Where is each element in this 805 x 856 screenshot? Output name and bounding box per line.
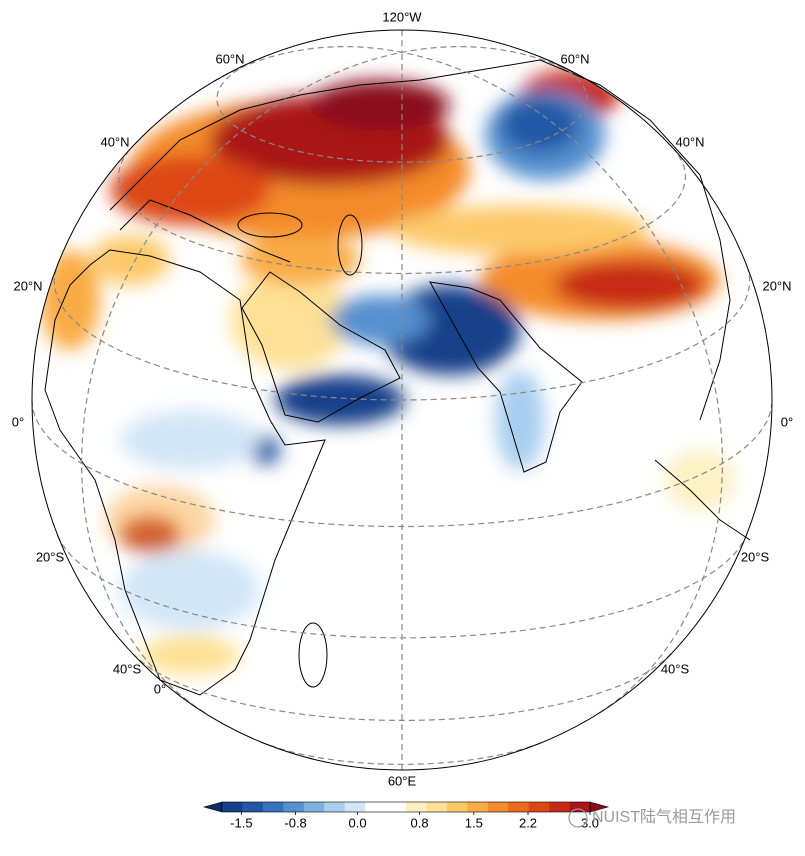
colorbar-swatch <box>303 802 325 812</box>
graticule-line <box>131 652 673 721</box>
colorbar-swatch <box>487 802 509 812</box>
colorbar-swatch <box>446 802 468 812</box>
colorbar-swatch <box>283 802 305 812</box>
graticule-label: 0° <box>154 681 166 696</box>
graticule-line <box>401 51 724 714</box>
colorbar-swatch <box>242 802 264 812</box>
colorbar-swatch <box>344 802 366 812</box>
graticule-label: 60°N <box>560 51 589 66</box>
colorbar: -1.5 -0.8 0.0 0.8 1.5 2.2 3.0 <box>202 801 610 830</box>
graticule-label: 40°S <box>113 661 142 676</box>
colorbar-swatch <box>467 802 489 812</box>
colorbar-extend <box>202 801 223 813</box>
graticule-line <box>401 45 591 83</box>
colorbar-swatch <box>528 802 550 812</box>
colorbar-swatch <box>222 802 243 812</box>
colorbar-tick-label: -1.5 <box>230 815 252 830</box>
graticule-label: 120°W <box>382 9 422 24</box>
graticule-label: 20°N <box>762 278 791 293</box>
field <box>40 70 735 675</box>
colorbar-swatch <box>324 802 346 812</box>
graticule-label: 20°N <box>13 278 42 293</box>
colorbar-tick-label: 0.8 <box>411 815 429 830</box>
graticule-labels: 120°W 60°N 60°N 40°N 40°N 20°N 20°N 0° 0° 20°S 20°… <box>12 9 793 788</box>
graticule-line <box>213 45 403 83</box>
graticule-label: 40°N <box>100 134 129 149</box>
colorbar-frame <box>221 801 591 813</box>
graticule-label: 40°N <box>675 134 704 149</box>
colorbar-swatch <box>549 802 570 812</box>
colorbar-tick-label: 0.0 <box>349 815 367 830</box>
watermark-icon <box>568 808 588 828</box>
colorbar-swatch <box>262 802 284 812</box>
graticule-label: 40°S <box>661 661 690 676</box>
colorbar-tick-label: 1.5 <box>465 815 483 830</box>
graticule-label: 20°S <box>36 549 65 564</box>
graticule-label: 60°E <box>388 773 417 788</box>
colorbar-swatch <box>406 802 427 812</box>
graticule-label: 0° <box>12 414 24 429</box>
colorbar-tick-label: -0.8 <box>284 815 306 830</box>
graticule-label: 0° <box>781 414 793 429</box>
graticule <box>31 30 773 770</box>
colorbar-tick-label: 3.0 <box>581 815 599 830</box>
colorbar-swatch <box>365 802 386 812</box>
graticule-label: 60°N <box>215 51 244 66</box>
graticule-line <box>31 399 773 528</box>
graticule-label: 20°S <box>741 549 770 564</box>
colorbar-swatch <box>385 802 407 812</box>
coastlines <box>44 59 751 696</box>
colorbar-swatch <box>508 802 530 812</box>
colorbar-tick-label: 2.2 <box>519 815 537 830</box>
watermark: NUIST陆气相互作用 <box>592 808 736 826</box>
graticule-line <box>80 51 403 714</box>
colorbar-swatch <box>426 802 448 812</box>
globe-outline <box>31 29 773 771</box>
colorbar-swatch <box>569 802 591 812</box>
